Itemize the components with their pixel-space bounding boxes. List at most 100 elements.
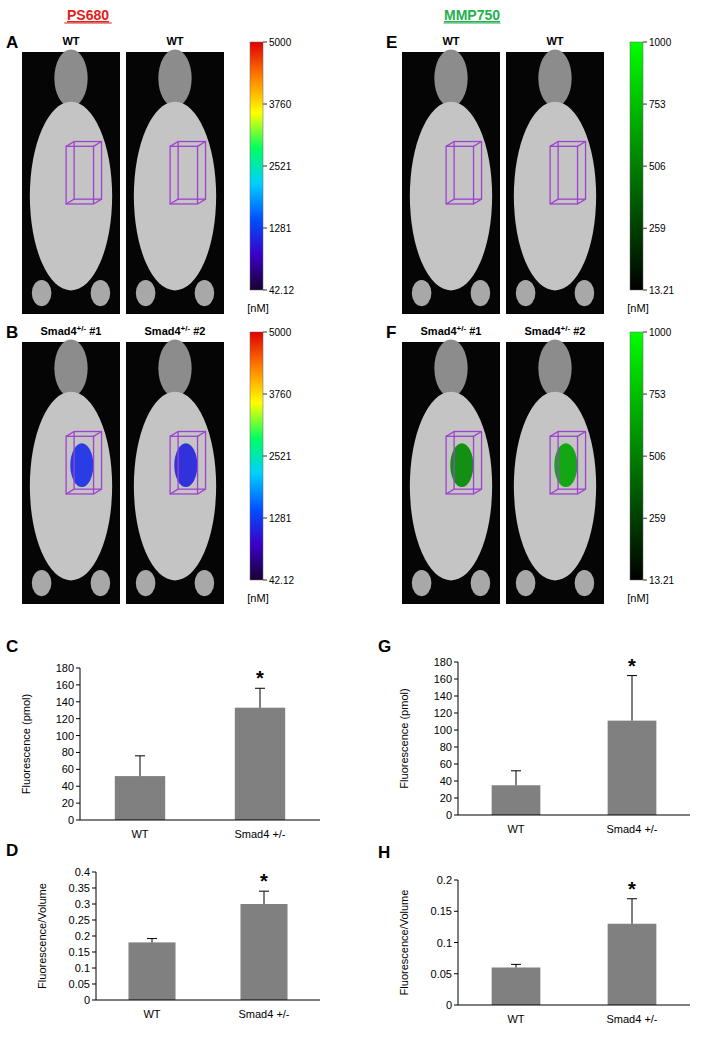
y-axis-label: Fluorescence (pmol)	[20, 694, 32, 794]
mouse-leg	[195, 280, 215, 306]
y-tick-label: 0	[446, 809, 452, 821]
roi-box	[454, 142, 481, 200]
y-tick	[92, 920, 96, 921]
colorbar-tick-label: 42.12	[269, 285, 294, 296]
bar	[608, 924, 657, 1005]
image-title: Smad4+/- #1	[41, 324, 102, 338]
roi-edge	[170, 489, 178, 494]
error-bar	[147, 939, 157, 943]
y-tick	[76, 786, 80, 787]
colorbar-unit: [nM]	[247, 302, 268, 314]
roi-edge	[198, 489, 206, 494]
mouse-body	[514, 392, 596, 581]
y-tick	[92, 936, 96, 937]
panel-label: G	[378, 637, 391, 656]
roi-edge	[446, 489, 454, 494]
mouse-body	[134, 102, 216, 291]
colorbar-tick	[263, 518, 267, 519]
roi-edge	[578, 489, 586, 494]
colorbar-tick	[263, 456, 267, 457]
roi-box	[74, 142, 101, 200]
colorbar-tick-label: 506	[649, 161, 666, 172]
y-tick	[454, 911, 458, 912]
image-title: Smad4+/- #2	[145, 324, 206, 338]
mouse-leg	[91, 280, 111, 306]
roi-box	[170, 436, 197, 494]
mouse-leg	[471, 570, 491, 596]
colorbar-tick-label: 2521	[269, 161, 292, 172]
y-tick-label: 0.2	[437, 874, 452, 886]
roi-edge	[578, 199, 586, 204]
roi-edge	[474, 489, 482, 494]
roi-edge	[170, 199, 178, 204]
colorbar-tick	[263, 228, 267, 229]
colorbar-tick-label: 13.21	[649, 285, 674, 296]
mouse-leg	[412, 280, 432, 306]
y-tick-label: 0	[84, 994, 90, 1006]
image-title: WT	[62, 35, 79, 47]
y-tick	[76, 752, 80, 753]
colorbar-tick	[643, 104, 647, 105]
bar-chart: CWTSmad4 +/-*020406080100120140160180Flu…	[6, 637, 320, 840]
roi-box	[66, 146, 93, 204]
annotation: *	[260, 870, 268, 892]
y-tick	[454, 696, 458, 697]
bar-chart: DWTSmad4 +/-*00.050.10.150.20.250.30.350…	[6, 841, 320, 1020]
roi-box	[178, 142, 205, 200]
y-tick	[92, 968, 96, 969]
marks	[128, 891, 287, 1000]
error-bar	[627, 676, 637, 721]
bar	[115, 776, 165, 820]
y-tick	[454, 815, 458, 816]
heading-underline	[444, 22, 501, 23]
colorbar-tick-label: 5000	[269, 327, 292, 338]
y-tick	[454, 942, 458, 943]
roi-edge	[550, 142, 558, 147]
category-label: Smad4 +/-	[234, 828, 285, 840]
mouse-head	[538, 49, 571, 107]
bar	[608, 721, 657, 815]
roi-box	[454, 432, 481, 490]
y-tick-label: 60	[440, 758, 452, 770]
y-tick-label: 180	[56, 662, 74, 674]
mouse-head	[434, 339, 467, 397]
y-tick-label: 0	[446, 999, 452, 1011]
roi-edge	[550, 489, 558, 494]
y-tick	[76, 718, 80, 719]
y-tick-label: 100	[434, 724, 452, 736]
bar	[492, 785, 541, 815]
roi-box	[446, 436, 473, 494]
roi-edge	[578, 432, 586, 437]
error-bar	[255, 688, 265, 707]
background	[0, 0, 712, 1050]
y-tick-label: 80	[62, 746, 74, 758]
colorbar-tick	[263, 166, 267, 167]
colorbar-tick-label: 1000	[649, 327, 672, 338]
mouse-body	[30, 102, 112, 291]
y-tick	[454, 662, 458, 663]
roi-edge	[94, 142, 102, 147]
mouse-body	[514, 102, 596, 291]
roi-edge	[550, 199, 558, 204]
y-tick-label: 80	[440, 741, 452, 753]
error-line	[152, 939, 153, 943]
panel-label: F	[386, 323, 396, 342]
error-bar	[627, 899, 637, 924]
y-tick	[92, 904, 96, 905]
colorbar-tick-label: 42.12	[269, 575, 294, 586]
roi-box	[178, 432, 205, 490]
colorbar-tick-label: 1000	[649, 37, 672, 48]
annotation: *	[256, 667, 264, 689]
roi-edge	[550, 432, 558, 437]
roi-edge	[170, 432, 178, 437]
roi-edge	[446, 142, 454, 147]
roi-box	[74, 432, 101, 490]
y-tick-label: 0.05	[69, 978, 90, 990]
roi-box	[558, 432, 585, 490]
y-tick-label: 0.1	[437, 937, 452, 949]
roi-edge	[198, 432, 206, 437]
y-tick-label: 0.1	[75, 962, 90, 974]
y-tick	[92, 872, 96, 873]
y-tick-label: 0.15	[431, 905, 452, 917]
x-axis	[458, 815, 690, 816]
